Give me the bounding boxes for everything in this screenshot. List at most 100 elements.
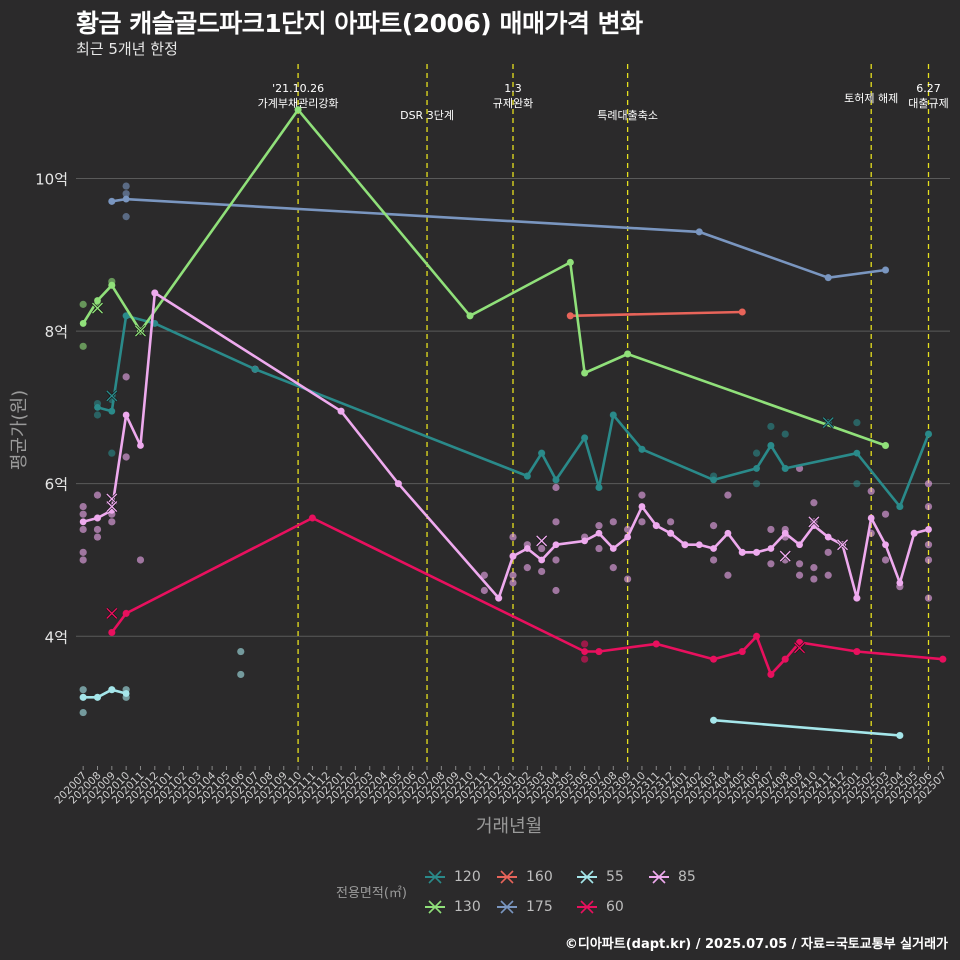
data-point-85 bbox=[595, 544, 603, 553]
y-axis-title-wrap: 평균가(원) bbox=[4, 360, 32, 500]
data-point-85 bbox=[79, 548, 87, 556]
line-point-85 bbox=[523, 545, 531, 552]
series-line-175 bbox=[111, 197, 886, 280]
line-point-85 bbox=[767, 545, 775, 552]
data-point-85 bbox=[552, 556, 560, 564]
line-point-85 bbox=[910, 529, 918, 537]
line-point-120 bbox=[108, 407, 116, 415]
line-point-85 bbox=[337, 407, 345, 415]
data-point-120 bbox=[93, 411, 102, 419]
line-point-85 bbox=[652, 522, 660, 530]
line-point-60 bbox=[796, 638, 803, 646]
line-point-55 bbox=[122, 690, 130, 697]
line-point-60 bbox=[753, 632, 760, 640]
data-point-60 bbox=[581, 640, 589, 648]
line-point-85 bbox=[79, 518, 87, 526]
cross-marker-60 bbox=[106, 607, 118, 619]
legend-label: 55 bbox=[606, 869, 624, 885]
cross-marker-85 bbox=[837, 539, 849, 551]
line-point-120 bbox=[94, 403, 101, 411]
line-point-85 bbox=[695, 541, 703, 549]
legend-key-icon bbox=[577, 870, 597, 884]
y-tick-label: 8억 bbox=[45, 323, 68, 341]
data-point-130 bbox=[79, 300, 87, 308]
line-point-85 bbox=[122, 411, 130, 419]
line-point-55 bbox=[94, 693, 101, 701]
line-point-85 bbox=[552, 541, 560, 549]
data-point-55 bbox=[237, 647, 245, 656]
line-point-120 bbox=[710, 476, 717, 484]
data-point-85 bbox=[709, 556, 718, 564]
legend-key-icon bbox=[497, 870, 517, 884]
cross-marker-130 bbox=[134, 325, 146, 337]
line-point-130 bbox=[466, 312, 474, 320]
line-point-120 bbox=[251, 365, 259, 373]
data-point-85 bbox=[93, 525, 102, 534]
line-point-60 bbox=[710, 655, 717, 663]
data-point-120 bbox=[853, 419, 861, 427]
cross-marker-85 bbox=[808, 516, 820, 528]
data-point-85 bbox=[552, 483, 560, 492]
data-point-130 bbox=[79, 342, 87, 350]
source-caption: ©디아파트(dapt.kr) / 2025.07.05 / 자료=국토교통부 실… bbox=[564, 937, 948, 952]
data-point-85 bbox=[924, 480, 933, 488]
line-point-130 bbox=[581, 369, 589, 377]
data-point-85 bbox=[795, 560, 804, 568]
line-point-60 bbox=[652, 640, 660, 648]
line-point-175 bbox=[824, 274, 832, 282]
legend-item-55: 55 bbox=[576, 866, 624, 888]
data-point-85 bbox=[122, 373, 130, 381]
data-point-85 bbox=[824, 548, 832, 556]
data-point-85 bbox=[93, 491, 102, 499]
data-point-85 bbox=[538, 544, 546, 553]
legend-key-icon bbox=[497, 900, 517, 914]
line-point-60 bbox=[767, 671, 775, 678]
legend-title: 전용면적(㎡) bbox=[336, 886, 407, 901]
legend-label: 130 bbox=[454, 899, 481, 915]
line-point-175 bbox=[108, 197, 116, 205]
data-point-85 bbox=[93, 533, 102, 541]
line-point-60 bbox=[595, 648, 603, 655]
line-point-60 bbox=[738, 648, 746, 655]
line-point-85 bbox=[538, 556, 546, 564]
line-point-85 bbox=[853, 594, 861, 602]
line-point-130 bbox=[882, 442, 889, 449]
cross-marker-120 bbox=[822, 417, 834, 429]
data-point-120 bbox=[853, 480, 861, 488]
data-point-85 bbox=[136, 556, 145, 564]
legend-item-160: 160 bbox=[496, 866, 553, 888]
data-point-85 bbox=[638, 518, 646, 526]
line-point-85 bbox=[94, 514, 101, 522]
data-point-85 bbox=[709, 522, 718, 530]
line-point-85 bbox=[667, 529, 675, 537]
event-label: 대출규제 bbox=[908, 97, 948, 110]
event-label: '21.10.26 bbox=[272, 82, 324, 95]
line-point-120 bbox=[853, 449, 861, 457]
legend-key-icon bbox=[425, 900, 445, 914]
line-point-85 bbox=[151, 289, 159, 297]
data-point-85 bbox=[523, 564, 531, 572]
line-point-60 bbox=[781, 655, 789, 663]
line-point-120 bbox=[925, 430, 932, 438]
cross-marker-85 bbox=[536, 535, 548, 547]
line-point-120 bbox=[781, 465, 789, 472]
legend-key-icon bbox=[425, 870, 445, 884]
line-point-130 bbox=[108, 281, 116, 289]
data-point-85 bbox=[924, 541, 933, 549]
event-label: 1.3 bbox=[504, 82, 522, 95]
data-point-85 bbox=[509, 571, 517, 579]
line-point-175 bbox=[882, 266, 889, 274]
line-point-55 bbox=[710, 716, 717, 724]
data-point-55 bbox=[79, 708, 87, 717]
line-point-85 bbox=[681, 541, 689, 549]
legend-item-85: 85 bbox=[648, 866, 696, 888]
chart-title: 황금 캐슬골드파크1단지 아파트(2006) 매매가격 변화 bbox=[76, 9, 643, 38]
data-point-175 bbox=[122, 182, 130, 190]
data-point-85 bbox=[867, 487, 875, 495]
chart-subtitle: 최근 5개년 한정 bbox=[76, 40, 178, 58]
data-point-85 bbox=[810, 564, 818, 572]
data-point-85 bbox=[767, 525, 775, 534]
legend-label: 60 bbox=[606, 899, 624, 915]
line-point-85 bbox=[781, 529, 789, 537]
event-label: 토허제 해제 bbox=[844, 91, 898, 105]
